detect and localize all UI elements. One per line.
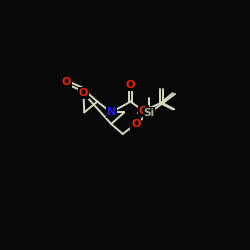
Text: O: O — [62, 77, 71, 87]
Text: O: O — [79, 88, 88, 98]
Text: O: O — [131, 119, 140, 129]
Text: O: O — [126, 80, 135, 90]
Text: N: N — [106, 108, 116, 118]
Text: Si: Si — [143, 108, 154, 118]
Text: O: O — [139, 106, 148, 116]
